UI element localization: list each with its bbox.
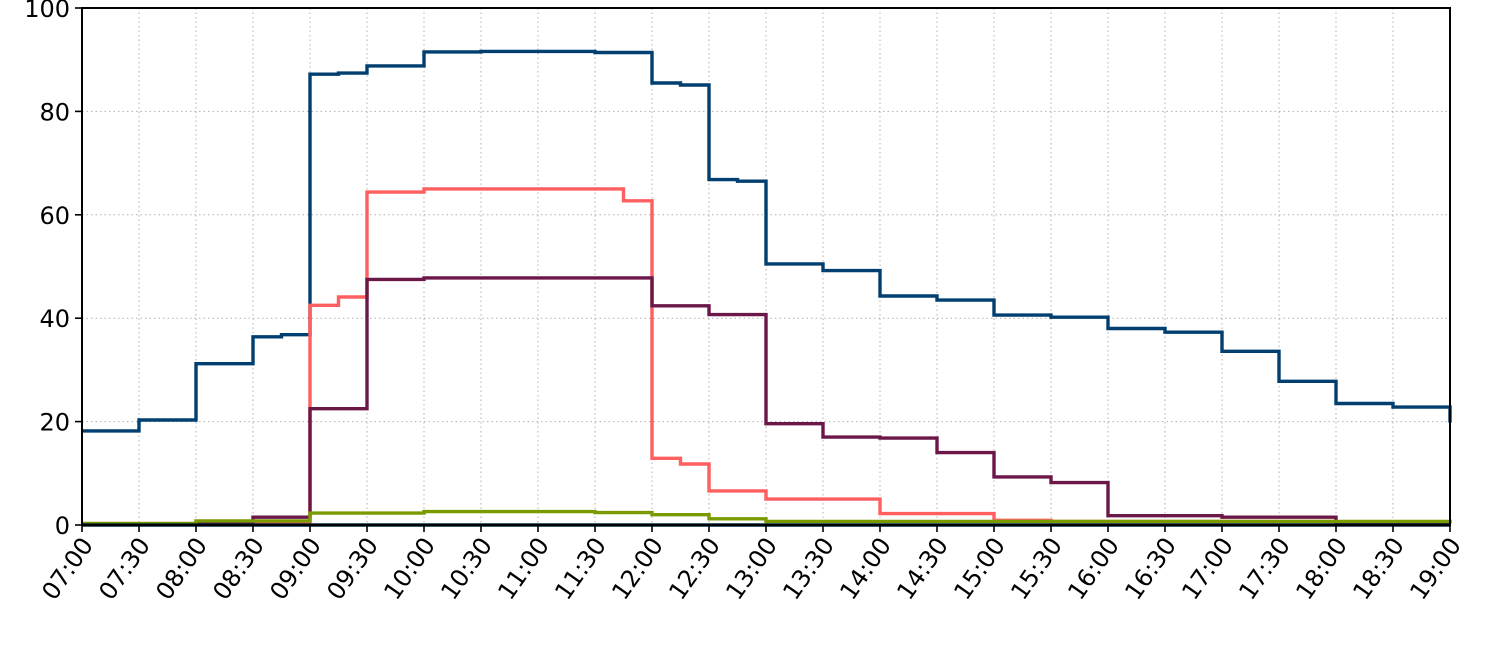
x-axis: 07:0007:3008:0008:3009:0009:3010:0010:30… — [36, 525, 1467, 605]
x-tick-label: 11:30 — [549, 532, 612, 605]
x-tick-label: 15:30 — [1005, 532, 1068, 605]
x-tick-label: 13:30 — [777, 532, 840, 605]
x-tick-label: 07:30 — [93, 532, 156, 605]
y-tick-label: 0 — [55, 512, 70, 540]
x-tick-label: 14:30 — [891, 532, 954, 605]
x-tick-label: 16:00 — [1062, 532, 1125, 605]
y-tick-label: 20 — [39, 409, 70, 437]
x-tick-label: 18:30 — [1347, 532, 1410, 605]
x-tick-label: 15:00 — [948, 532, 1011, 605]
y-tick-label: 60 — [39, 202, 70, 230]
x-tick-label: 13:00 — [720, 532, 783, 605]
series-line-1 — [82, 49, 1452, 433]
grid-lines — [81, 7, 1451, 526]
x-tick-label: 17:30 — [1233, 532, 1296, 605]
x-tick-label: 12:00 — [606, 532, 669, 605]
x-tick-label: 11:00 — [492, 532, 555, 605]
x-tick-label: 14:00 — [834, 532, 897, 605]
x-tick-label: 09:00 — [264, 532, 327, 605]
x-tick-label: 16:30 — [1119, 532, 1182, 605]
x-tick-label: 19:00 — [1404, 532, 1467, 605]
y-tick-label: 80 — [39, 98, 70, 126]
x-tick-label: 07:00 — [36, 532, 99, 605]
y-tick-label: 100 — [24, 0, 70, 23]
x-tick-label: 08:00 — [150, 532, 213, 605]
x-tick-label: 18:00 — [1290, 532, 1353, 605]
x-tick-label: 09:30 — [321, 532, 384, 605]
x-tick-label: 17:00 — [1176, 532, 1239, 605]
x-tick-label: 10:00 — [378, 532, 441, 605]
x-tick-label: 08:30 — [207, 532, 270, 605]
series-line-4 — [82, 509, 1452, 526]
x-tick-label: 10:30 — [435, 532, 498, 605]
y-axis: 0 20 40 60 80 100 — [24, 0, 82, 540]
x-tick-label: 12:30 — [663, 532, 726, 605]
series-line-3 — [82, 276, 1450, 526]
y-tick-label: 40 — [39, 305, 70, 333]
